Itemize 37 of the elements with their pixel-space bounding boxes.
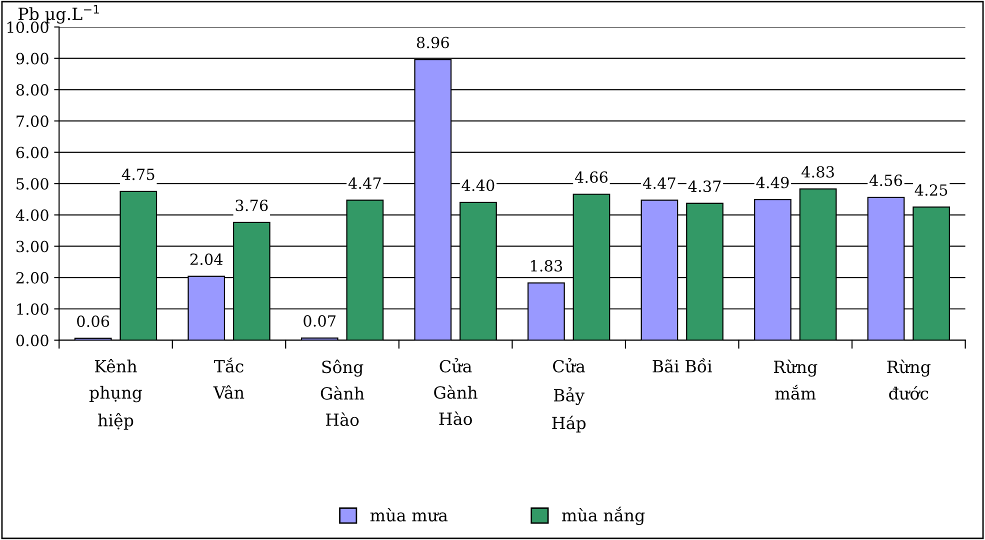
y-tick-label: 1.00 [17, 303, 48, 315]
x-tick-label: Cửa Bảy Háp [552, 358, 586, 432]
data-label: 4.66 [574, 171, 608, 183]
data-label: 8.96 [416, 36, 449, 48]
y-tick-label: 4.00 [16, 209, 48, 221]
data-label: 4.49 [756, 176, 789, 188]
x-tick-label: Kênh phụng hiệp [89, 358, 142, 430]
data-label: 4.40 [462, 180, 494, 192]
x-tick-label: Tắc Vân [213, 358, 244, 399]
y-tick-label: 5.00 [16, 178, 48, 190]
data-label: 4.56 [869, 174, 902, 186]
y-tick-label: 6.00 [16, 146, 48, 158]
y-tick-label: 9.00 [16, 52, 48, 64]
y-tick-label: 8.00 [16, 84, 48, 96]
x-tick-label: Rừng đước [887, 360, 931, 400]
data-label: 4.37 [688, 180, 721, 192]
data-label: 0.06 [77, 315, 110, 328]
x-tick-label: Bãi Bồi [652, 358, 712, 373]
legend-label: mùa nắng [562, 506, 645, 525]
x-tick-label: Rừng mắm [774, 360, 818, 400]
legend-label: mùa mưa [370, 508, 448, 522]
data-label: 1.83 [531, 260, 562, 272]
x-tick-label: Sông Gành Hào [320, 360, 364, 426]
data-label: 4.47 [642, 177, 676, 189]
y-tick-label: 7.00 [16, 115, 48, 127]
data-label: 3.76 [236, 200, 268, 212]
data-label: 4.75 [122, 168, 154, 180]
data-label: 4.47 [348, 177, 381, 189]
y-tick-label: 0.00 [16, 334, 48, 346]
y-tick-label: 3.00 [16, 240, 48, 252]
data-label: 0.07 [304, 315, 336, 327]
data-label: 2.04 [190, 253, 223, 266]
x-tick-label: Cửa Gành Hào [434, 358, 478, 426]
data-label: 4.25 [914, 184, 948, 196]
data-label: 4.83 [802, 166, 834, 178]
y-tick-label: 2.00 [16, 272, 48, 284]
y-tick-label: 10.00 [8, 21, 48, 34]
